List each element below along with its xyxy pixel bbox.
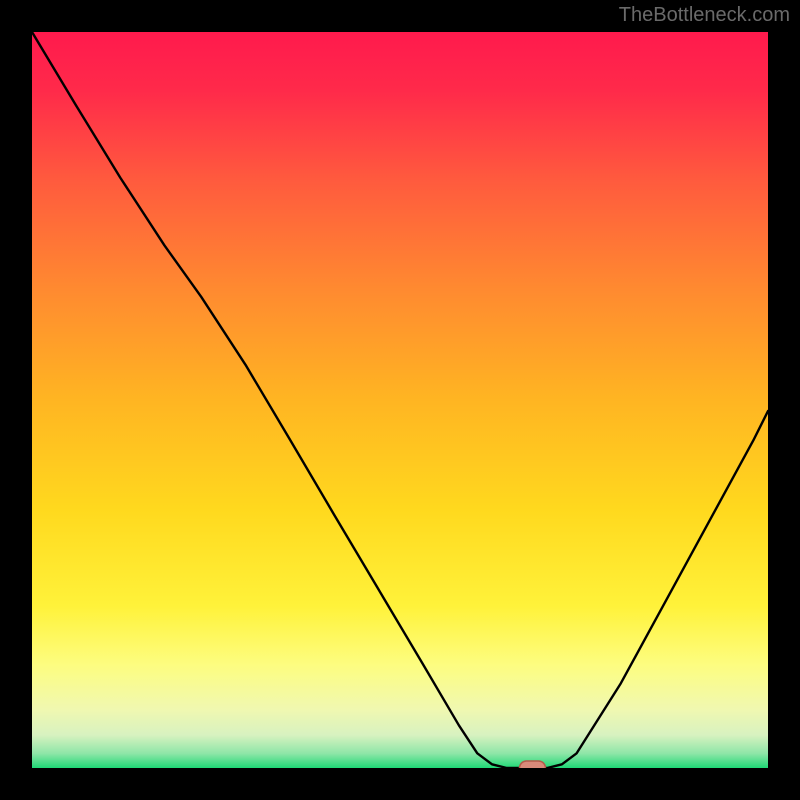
bottleneck-chart [32, 32, 768, 768]
chart-svg [32, 32, 768, 768]
watermark-text: TheBottleneck.com [619, 4, 790, 27]
optimal-marker [519, 761, 545, 768]
gradient-background [32, 32, 768, 768]
